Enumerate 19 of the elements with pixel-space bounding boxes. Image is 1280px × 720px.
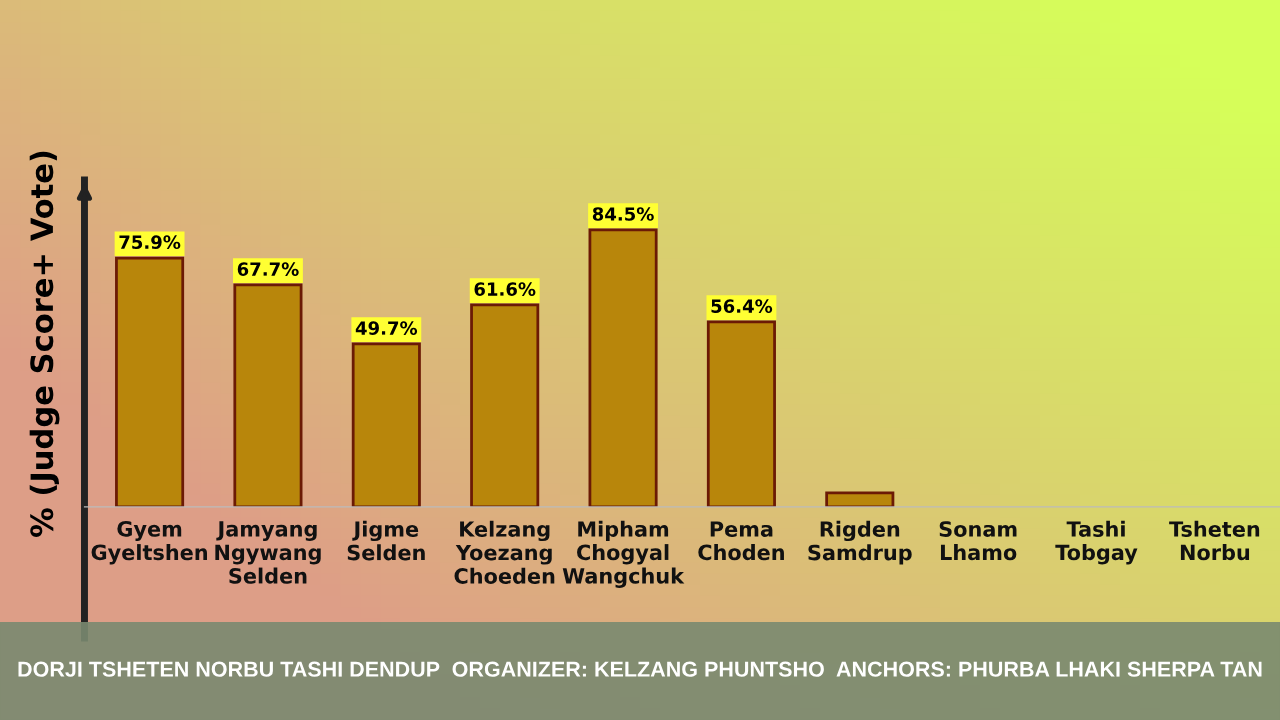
data-label: 84.5% bbox=[592, 207, 654, 221]
x-tick-label: Jamyang Ngywang Selden bbox=[215, 521, 321, 584]
data-label: 75.9% bbox=[119, 235, 181, 249]
x-tick-label: Pema Choden bbox=[698, 521, 784, 561]
x-tick-label: Mipham Chogyal Wangchuk bbox=[562, 520, 685, 588]
x-tick-label: Kelzang Yoezang Choeden bbox=[454, 520, 555, 584]
x-tick-label: Sonam Lhamo bbox=[939, 521, 1017, 561]
data-label: 49.7% bbox=[355, 321, 418, 335]
data-label: 67.7% bbox=[237, 262, 299, 276]
x-tick-label: Tsheten Norbu bbox=[1169, 520, 1260, 561]
text: DORJI TSHETEN NORBU TASHI DENDUP ORGANIZER: KELZANG PHUNTSHO ANCHORS: PHURBA LHAKI SHERPA TAN bbox=[18, 661, 1262, 677]
x-tick-label: Rigden Samdrup bbox=[808, 520, 912, 565]
data-label: 56.4% bbox=[711, 299, 773, 313]
y-axis-title: % (Judge Score+ Vote) bbox=[29, 151, 60, 537]
x-tick-label: Gyem Gyeltshen bbox=[91, 520, 208, 565]
bar bbox=[825, 491, 895, 507]
x-tick-label: Jigme Selden bbox=[347, 520, 425, 561]
x-tick-label: Tashi Tobgay bbox=[1055, 520, 1138, 565]
data-label: 61.6% bbox=[474, 282, 536, 296]
